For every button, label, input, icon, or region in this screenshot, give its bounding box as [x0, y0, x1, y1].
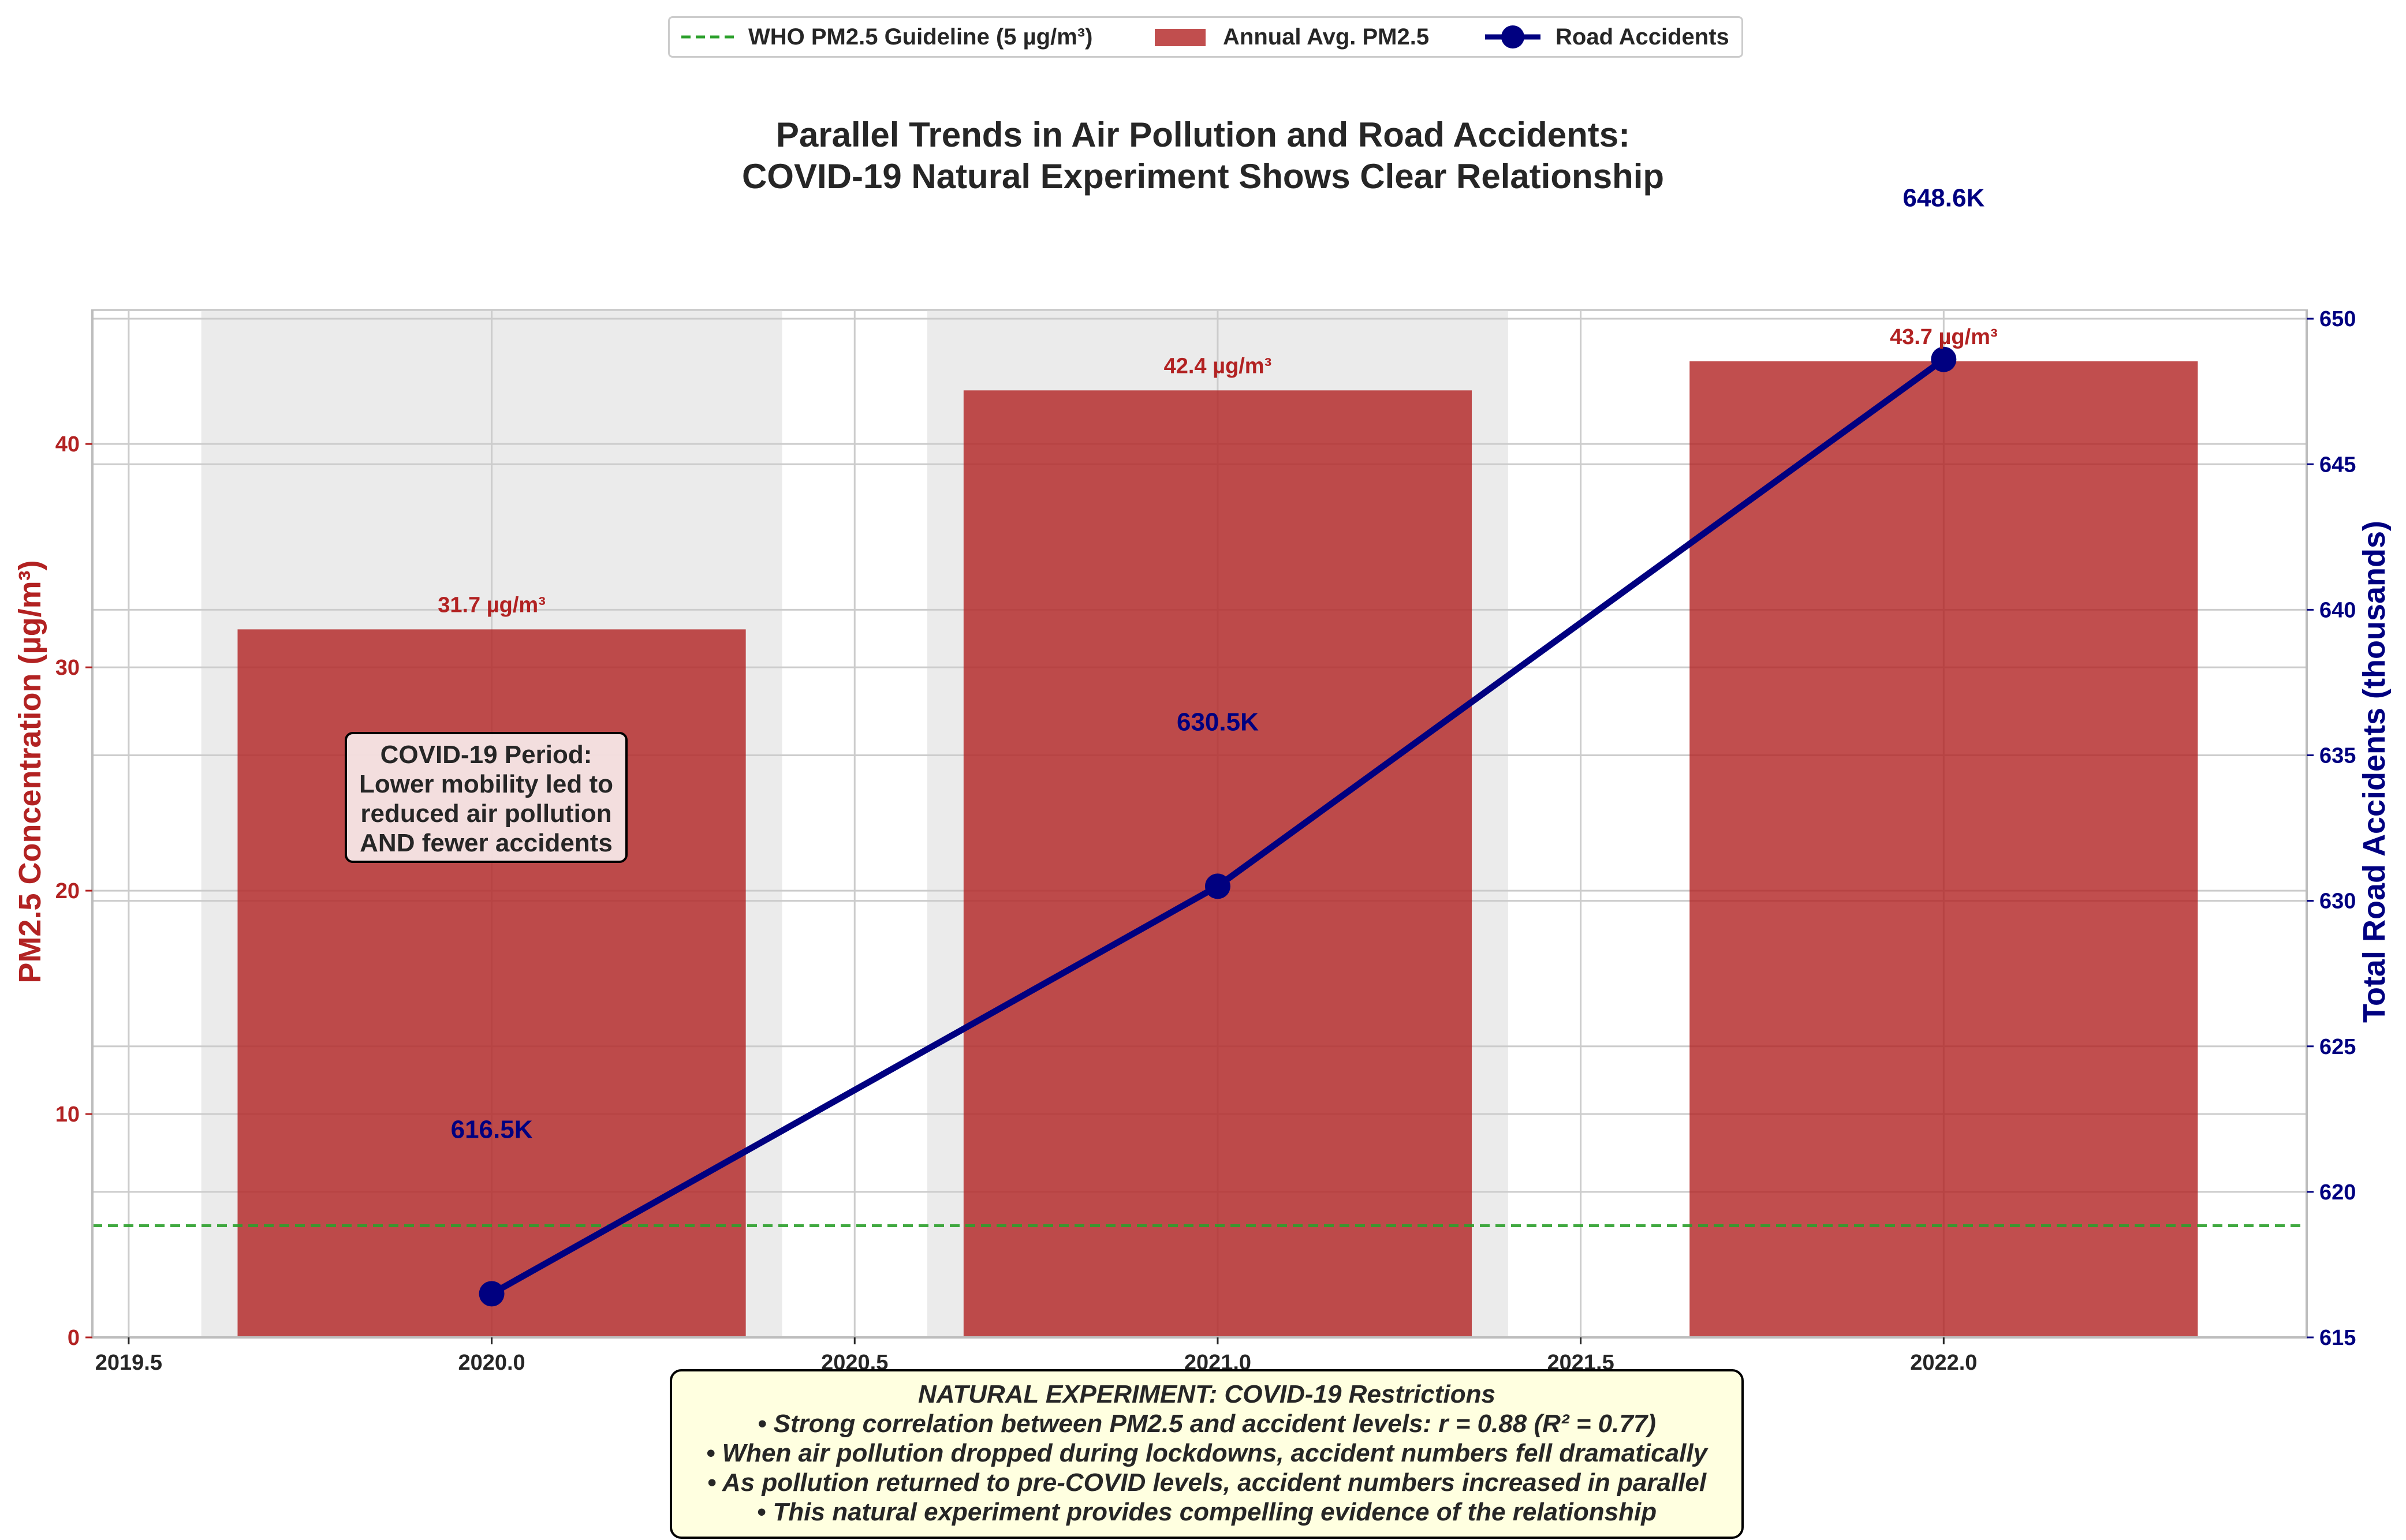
road-accidents-point: [1204, 873, 1230, 899]
y-right-tick-label: 645: [2319, 453, 2356, 477]
covid-annotation: COVID-19 Period: Lower mobility led to r…: [345, 732, 628, 863]
chart-title-line-2: COVID-19 Natural Experiment Shows Clear …: [741, 157, 1665, 196]
y-right-tick-label: 635: [2319, 744, 2356, 768]
bar-value-label: 42.4 µg/m³: [1164, 354, 1272, 378]
bar: [963, 390, 1472, 1337]
road-accidents-point: [1931, 346, 1957, 372]
y-right-tick-label: 630: [2319, 889, 2356, 914]
road-accidents-value-label: 648.6K: [1903, 184, 1985, 212]
legend-label: WHO PM2.5 Guideline (5 µg/m³): [748, 24, 1093, 50]
legend-swatch-bar: [1155, 29, 1206, 46]
annotation-line: COVID-19 Period:: [380, 741, 592, 769]
annotation-line: reduced air pollution: [360, 799, 612, 828]
y-right-tick-label: 620: [2319, 1180, 2356, 1205]
y-right-tick-label: 650: [2319, 307, 2356, 331]
y-left-tick-label: 30: [55, 656, 80, 680]
y-axis-right-label: Total Road Accidents (thousands): [2357, 521, 2392, 1023]
annotation-line: AND fewer accidents: [360, 829, 613, 857]
bar: [1689, 361, 2198, 1337]
note-line: • Strong correlation between PM2.5 and a…: [758, 1410, 1656, 1438]
y-right-tick-label: 640: [2319, 598, 2356, 622]
chart-title: Parallel Trends in Air Pollution and Roa…: [0, 114, 2406, 197]
legend-item-pm25: Annual Avg. PM2.5: [1155, 18, 1429, 56]
y-right-tick-label: 615: [2319, 1326, 2356, 1350]
legend-item-road-accidents: Road Accidents: [1484, 18, 1729, 56]
legend-item-who-guideline: WHO PM2.5 Guideline (5 µg/m³): [679, 18, 1092, 56]
bar-value-label: 43.7 µg/m³: [1890, 325, 1998, 349]
chart-title-line-1: Parallel Trends in Air Pollution and Roa…: [775, 115, 1631, 154]
x-tick-label: 2022.0: [1910, 1351, 1977, 1375]
y-left-tick-label: 20: [55, 879, 80, 903]
y-left-tick-label: 40: [55, 432, 80, 457]
legend-swatch-dashed-line: [681, 35, 734, 39]
y-axis-left-label: PM2.5 Concentration (µg/m³): [13, 560, 47, 983]
legend-label: Road Accidents: [1555, 24, 1729, 50]
annotation-line: Lower mobility led to: [359, 770, 614, 798]
natural-experiment-note: NATURAL EXPERIMENT: COVID-19 Restriction…: [670, 1369, 1744, 1539]
y-left-tick-label: 10: [55, 1102, 80, 1127]
road-accidents-point: [479, 1281, 505, 1307]
note-line: • As pollution returned to pre-COVID lev…: [707, 1468, 1707, 1497]
road-accidents-value-label: 630.5K: [1177, 708, 1259, 736]
bar-value-label: 31.7 µg/m³: [438, 593, 546, 617]
y-left-tick-label: 0: [68, 1326, 80, 1350]
x-tick-label: 2020.0: [458, 1351, 525, 1375]
y-right-tick-label: 625: [2319, 1035, 2356, 1059]
legend-swatch-line-marker: [1485, 25, 1540, 48]
legend-label: Annual Avg. PM2.5: [1223, 24, 1430, 50]
note-line: • When air pollution dropped during lock…: [706, 1439, 1708, 1467]
note-line: NATURAL EXPERIMENT: COVID-19 Restriction…: [918, 1380, 1495, 1408]
note-line: • This natural experiment provides compe…: [756, 1498, 1657, 1526]
road-accidents-value-label: 616.5K: [451, 1115, 533, 1143]
x-tick-label: 2019.5: [95, 1351, 162, 1375]
legend: WHO PM2.5 Guideline (5 µg/m³) Annual Avg…: [668, 16, 1743, 58]
